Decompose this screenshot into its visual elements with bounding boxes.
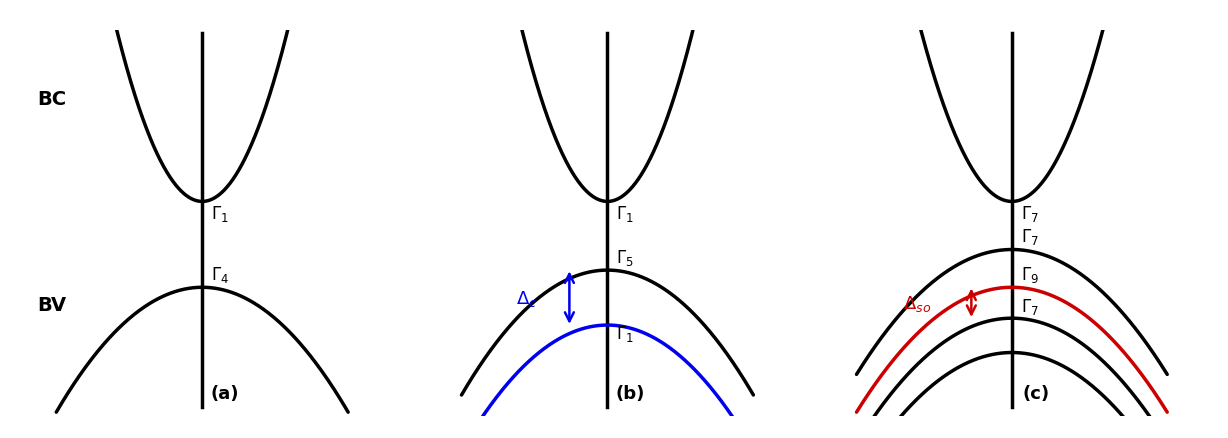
Text: $\Gamma_1$: $\Gamma_1$ — [616, 204, 634, 224]
Text: BC: BC — [37, 90, 66, 109]
Text: (b): (b) — [615, 385, 645, 403]
Text: (c): (c) — [1023, 385, 1050, 403]
Text: $\Gamma_5$: $\Gamma_5$ — [616, 247, 634, 267]
Text: (a): (a) — [211, 385, 239, 403]
Text: $\Delta_c$: $\Delta_c$ — [517, 288, 538, 308]
Text: $\Gamma_1$: $\Gamma_1$ — [211, 204, 228, 224]
Text: $\Gamma_7$: $\Gamma_7$ — [1022, 297, 1039, 317]
Text: $\Delta_{so}$: $\Delta_{so}$ — [903, 293, 931, 313]
Text: $\Gamma_4$: $\Gamma_4$ — [211, 264, 230, 284]
Text: $\Gamma_1$: $\Gamma_1$ — [616, 324, 634, 343]
Text: $\Gamma_7$: $\Gamma_7$ — [1022, 226, 1039, 247]
Text: $\Gamma_9$: $\Gamma_9$ — [1022, 264, 1039, 284]
Text: BV: BV — [37, 295, 66, 314]
Text: $\Gamma_7$: $\Gamma_7$ — [1022, 204, 1039, 224]
